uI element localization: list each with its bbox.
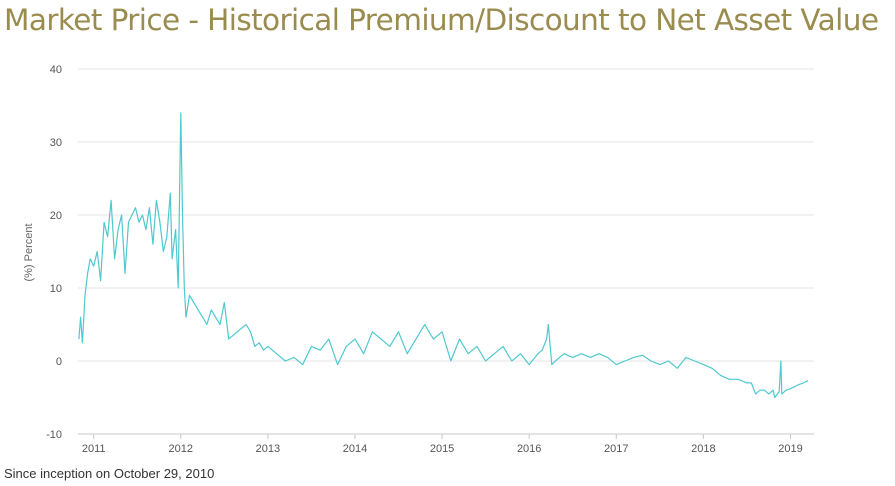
- x-tick-label: 2013: [256, 443, 280, 455]
- y-tick-label: -10: [46, 429, 62, 441]
- inception-caption: Since inception on October 29, 2010: [4, 466, 215, 481]
- x-tick-label: 2015: [430, 443, 454, 455]
- y-tick-label: 30: [50, 137, 62, 149]
- x-tick-label: 2019: [778, 443, 802, 455]
- x-axis: [78, 433, 814, 439]
- y-tick-label: 20: [50, 210, 62, 222]
- gridlines: [78, 68, 814, 435]
- y-tick-label: 40: [50, 64, 62, 76]
- y-tick-label: 10: [50, 283, 62, 295]
- y-tick-label: 0: [56, 356, 62, 368]
- y-tick-labels: -10 0 10 20 30 40: [46, 64, 62, 441]
- premium-discount-series-line: [78, 112, 809, 399]
- x-tick-label: 2011: [82, 443, 106, 455]
- x-tick-label: 2012: [169, 443, 193, 455]
- x-tick-labels: 2011 2012 2013 2014 2015 2016 2017 2018 2019: [82, 443, 803, 455]
- chart-title: Market Price - Historical Premium/Discou…: [4, 3, 879, 37]
- x-tick-label: 2018: [691, 443, 715, 455]
- x-tick-label: 2016: [517, 443, 541, 455]
- x-tick-label: 2017: [604, 443, 628, 455]
- x-tick-label: 2014: [343, 443, 367, 455]
- y-axis-title: (%) Percent: [23, 223, 35, 281]
